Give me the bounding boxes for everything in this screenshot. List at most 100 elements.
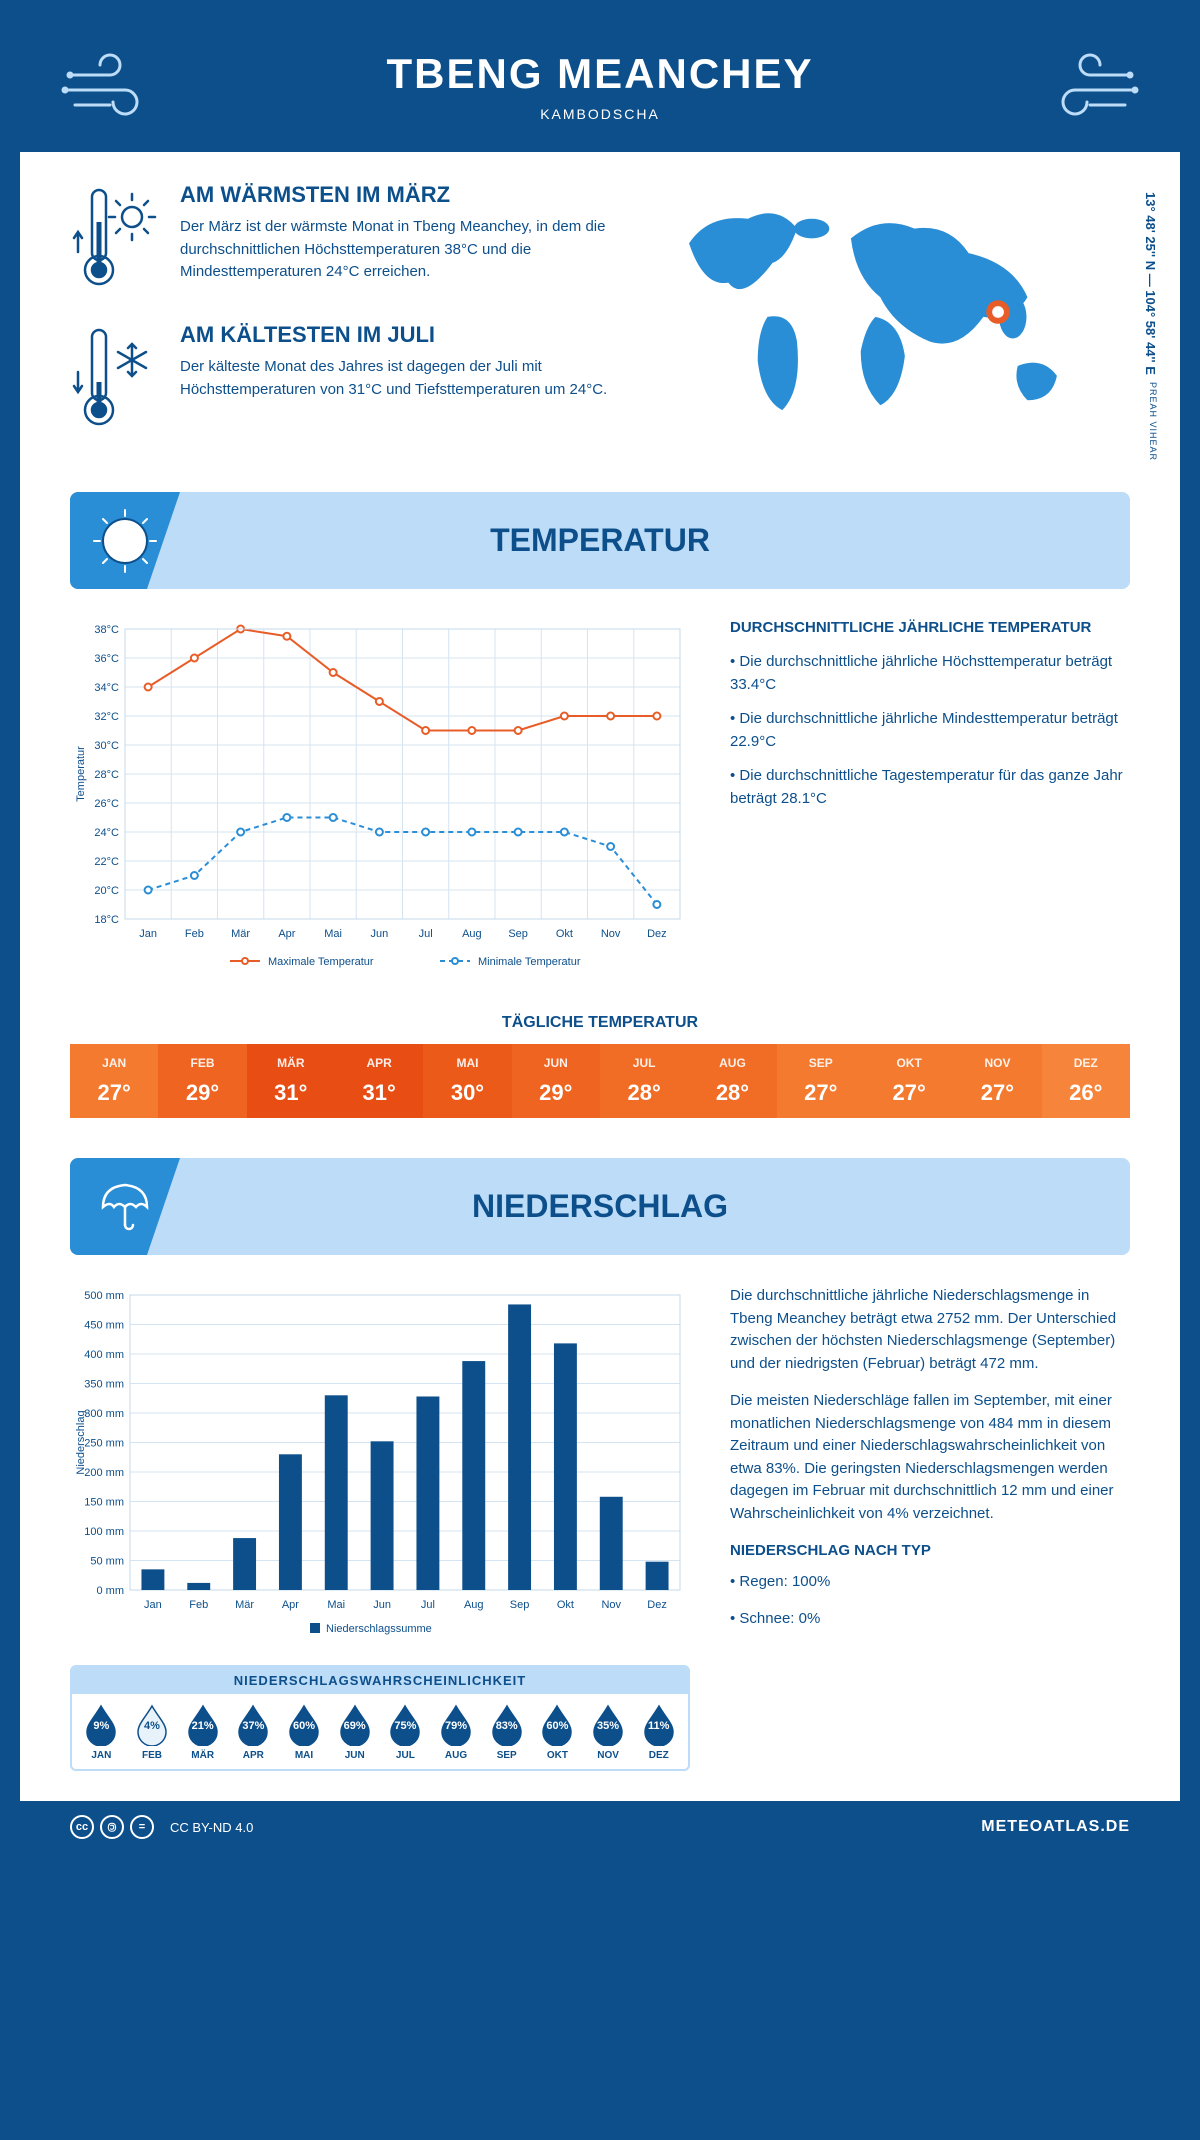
svg-text:Jul: Jul — [421, 1599, 435, 1611]
warmest-text: Der März ist der wärmste Monat in Tbeng … — [180, 216, 610, 284]
warmest-title: AM WÄRMSTEN IM MÄRZ — [180, 182, 610, 208]
precipitation-bar-chart: 0 mm50 mm100 mm150 mm200 mm250 mm300 mm3… — [70, 1285, 690, 1645]
precip-type-title: NIEDERSCHLAG NACH TYP — [730, 1540, 1130, 1563]
svg-text:Mai: Mai — [327, 1599, 345, 1611]
daily-temp-title: TÄGLICHE TEMPERATUR — [70, 1014, 1130, 1032]
prob-cell: 9% JAN — [76, 1704, 127, 1761]
cc-icon: cc — [70, 1815, 94, 1839]
daily-cell: SEP27° — [777, 1044, 865, 1118]
svg-text:Aug: Aug — [462, 928, 482, 940]
coordinates: 13° 48' 25'' N — 104° 58' 44'' E — [1143, 192, 1158, 375]
license-text: CC BY-ND 4.0 — [170, 1820, 253, 1835]
precipitation-probability-box: NIEDERSCHLAGSWAHRSCHEINLICHKEIT 9% JAN 4… — [70, 1665, 690, 1771]
coldest-title: AM KÄLTESTEN IM JULI — [180, 322, 610, 348]
temp-summary-p3: • Die durchschnittliche Tagestemperatur … — [730, 765, 1130, 810]
footer: cc 🄯 = CC BY-ND 4.0 METEOATLAS.DE — [20, 1801, 1180, 1853]
svg-text:150 mm: 150 mm — [84, 1497, 124, 1509]
temp-summary-p1: • Die durchschnittliche jährliche Höchst… — [730, 651, 1130, 696]
svg-text:100 mm: 100 mm — [84, 1526, 124, 1538]
svg-text:Feb: Feb — [185, 928, 204, 940]
precipitation-banner: NIEDERSCHLAG — [70, 1158, 1130, 1255]
svg-text:Mär: Mär — [231, 928, 250, 940]
prob-cell: 35% NOV — [583, 1704, 634, 1761]
temp-summary-title: DURCHSCHNITTLICHE JÄHRLICHE TEMPERATUR — [730, 619, 1130, 636]
svg-text:Jan: Jan — [139, 928, 157, 940]
svg-text:30°C: 30°C — [94, 740, 119, 752]
svg-text:18°C: 18°C — [94, 914, 119, 926]
prob-cell: 79% AUG — [431, 1704, 482, 1761]
temperature-banner: TEMPERATUR — [70, 492, 1130, 589]
svg-text:Sep: Sep — [508, 928, 528, 940]
svg-text:28°C: 28°C — [94, 769, 119, 781]
svg-text:38°C: 38°C — [94, 624, 119, 636]
svg-text:22°C: 22°C — [94, 856, 119, 868]
svg-text:Okt: Okt — [556, 928, 573, 940]
world-map-icon — [640, 182, 1130, 442]
page-title: TBENG MEANCHEY — [40, 50, 1160, 98]
precipitation-title: NIEDERSCHLAG — [472, 1188, 728, 1224]
page-subtitle: KAMBODSCHA — [40, 106, 1160, 122]
daily-temp-strip: JAN27°FEB29°MÄR31°APR31°MAI30°JUN29°JUL2… — [70, 1044, 1130, 1118]
daily-cell: OKT27° — [865, 1044, 953, 1118]
daily-cell: NOV27° — [953, 1044, 1041, 1118]
temperature-summary: DURCHSCHNITTLICHE JÄHRLICHE TEMPERATUR •… — [730, 619, 1130, 984]
prob-cell: 37% APR — [228, 1704, 279, 1761]
daily-cell: DEZ26° — [1042, 1044, 1130, 1118]
svg-text:Okt: Okt — [557, 1599, 574, 1611]
prob-cell: 60% OKT — [532, 1704, 583, 1761]
svg-text:Sep: Sep — [510, 1599, 530, 1611]
svg-text:Dez: Dez — [647, 1599, 667, 1611]
wind-icon — [60, 50, 170, 130]
svg-text:Jul: Jul — [419, 928, 433, 940]
svg-text:Nov: Nov — [601, 928, 621, 940]
prob-cell: 21% MÄR — [177, 1704, 228, 1761]
svg-text:24°C: 24°C — [94, 827, 119, 839]
svg-text:Jun: Jun — [373, 1599, 391, 1611]
svg-text:Dez: Dez — [647, 928, 667, 940]
prob-cell: 60% MAI — [279, 1704, 330, 1761]
coldest-text: Der kälteste Monat des Jahres ist dagege… — [180, 356, 610, 401]
svg-text:Jan: Jan — [144, 1599, 162, 1611]
brand-label: METEOATLAS.DE — [981, 1818, 1130, 1836]
svg-text:450 mm: 450 mm — [84, 1320, 124, 1332]
svg-text:36°C: 36°C — [94, 653, 119, 665]
daily-cell: MÄR31° — [247, 1044, 335, 1118]
svg-text:Mai: Mai — [324, 928, 342, 940]
svg-text:Mär: Mär — [235, 1599, 254, 1611]
nd-icon: = — [130, 1815, 154, 1839]
intro-section: AM WÄRMSTEN IM MÄRZ Der März ist der wär… — [70, 182, 1130, 462]
svg-text:Apr: Apr — [282, 1599, 299, 1611]
coldest-fact: AM KÄLTESTEN IM JULI Der kälteste Monat … — [70, 322, 610, 437]
wind-icon — [1030, 50, 1140, 130]
prob-cell: 4% FEB — [127, 1704, 178, 1761]
daily-cell: JAN27° — [70, 1044, 158, 1118]
svg-text:Jun: Jun — [371, 928, 389, 940]
umbrella-icon — [95, 1177, 155, 1237]
svg-text:400 mm: 400 mm — [84, 1349, 124, 1361]
svg-text:34°C: 34°C — [94, 682, 119, 694]
svg-text:250 mm: 250 mm — [84, 1438, 124, 1450]
svg-text:Niederschlagssumme: Niederschlagssumme — [326, 1623, 432, 1635]
svg-text:350 mm: 350 mm — [84, 1379, 124, 1391]
region-label: PREAH VIHEAR — [1148, 382, 1158, 461]
svg-text:Nov: Nov — [601, 1599, 621, 1611]
daily-cell: MAI30° — [423, 1044, 511, 1118]
prob-cell: 83% SEP — [481, 1704, 532, 1761]
svg-text:300 mm: 300 mm — [84, 1408, 124, 1420]
precip-p2: Die meisten Niederschläge fallen im Sept… — [730, 1390, 1130, 1525]
svg-text:20°C: 20°C — [94, 885, 119, 897]
prob-cell: 75% JUL — [380, 1704, 431, 1761]
svg-text:Apr: Apr — [278, 928, 295, 940]
svg-text:200 mm: 200 mm — [84, 1467, 124, 1479]
svg-text:Temperatur: Temperatur — [75, 746, 87, 802]
header: TBENG MEANCHEY KAMBODSCHA — [20, 20, 1180, 152]
precipitation-summary: Die durchschnittliche jährliche Niedersc… — [730, 1285, 1130, 1771]
svg-text:Maximale Temperatur: Maximale Temperatur — [268, 956, 374, 968]
daily-cell: AUG28° — [688, 1044, 776, 1118]
precip-p1: Die durchschnittliche jährliche Niedersc… — [730, 1285, 1130, 1375]
daily-cell: JUL28° — [600, 1044, 688, 1118]
temperature-line-chart: 18°C20°C22°C24°C26°C28°C30°C32°C34°C36°C… — [70, 619, 690, 979]
svg-text:500 mm: 500 mm — [84, 1290, 124, 1302]
svg-text:Niederschlag: Niederschlag — [75, 1410, 87, 1474]
prob-title: NIEDERSCHLAGSWAHRSCHEINLICHKEIT — [72, 1667, 688, 1694]
